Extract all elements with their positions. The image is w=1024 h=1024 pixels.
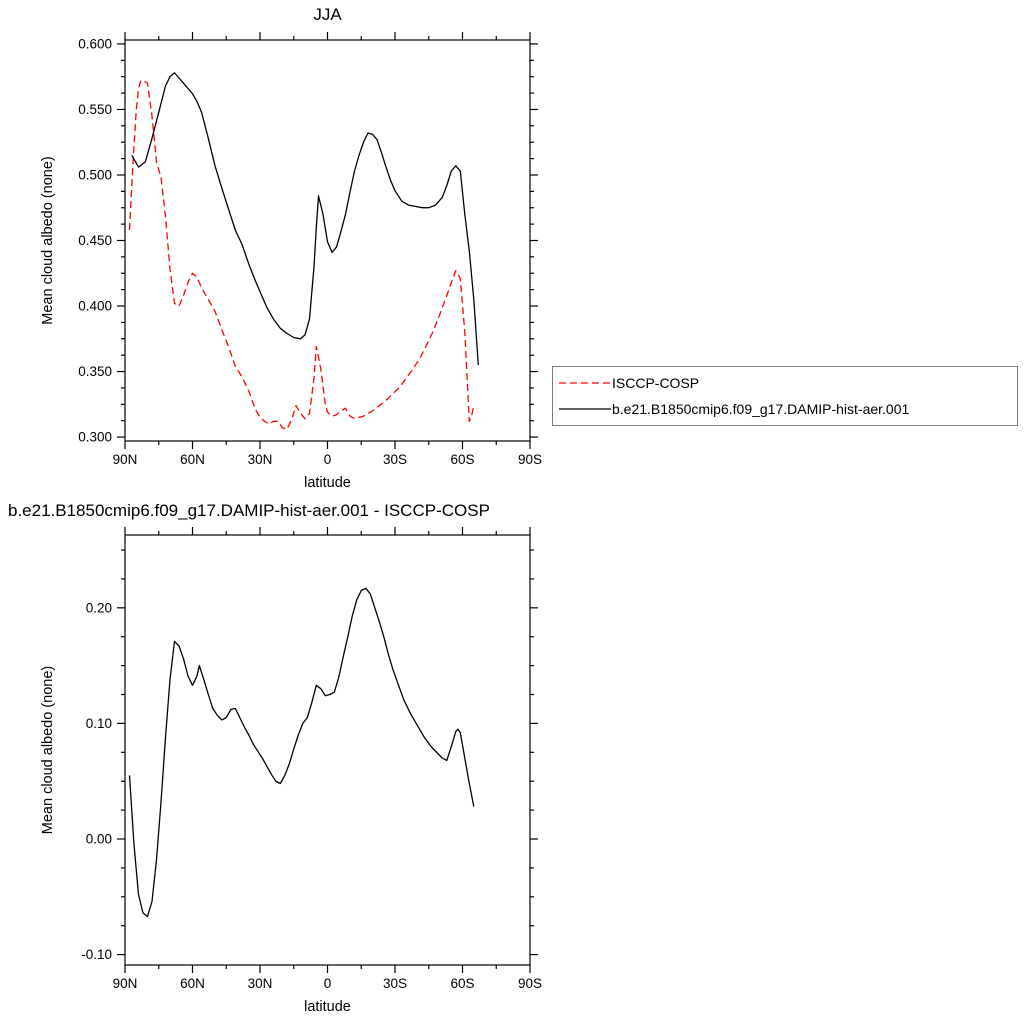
svg-text:0: 0 xyxy=(324,976,332,991)
svg-text:0.550: 0.550 xyxy=(78,102,112,117)
legend-row-isccp: ISCCP-COSP xyxy=(558,371,1012,395)
series-line-isccp-cosp xyxy=(128,79,475,430)
legend-line-sample-isccp-icon xyxy=(559,382,611,384)
svg-text:0.10: 0.10 xyxy=(86,716,112,731)
top-chart: 90N 60N 30N 0 30S 60S 90S 0.300 0.350 0.400 0.450 0… xyxy=(40,32,542,491)
top-chart-title: JJA xyxy=(313,5,342,24)
bottom-chart-title: b.e21.B1850cmip6.f09_g17.DAMIP-hist-aer.… xyxy=(8,501,490,520)
svg-text:60N: 60N xyxy=(180,976,205,991)
svg-text:90S: 90S xyxy=(518,452,542,467)
series-line-b-e21-b1850cmip6-f09-g17-damip-hist-aer-001 xyxy=(131,72,479,366)
svg-text:90S: 90S xyxy=(518,976,542,991)
legend-line-sample-model-icon xyxy=(559,408,611,410)
legend-label-isccp: ISCCP-COSP xyxy=(612,375,700,392)
svg-text:30S: 30S xyxy=(383,976,407,991)
svg-text:0.350: 0.350 xyxy=(78,364,112,379)
svg-text:30N: 30N xyxy=(248,976,273,991)
svg-text:30N: 30N xyxy=(248,452,273,467)
svg-text:0.450: 0.450 xyxy=(78,233,112,248)
svg-text:0.20: 0.20 xyxy=(86,600,112,615)
svg-text:Mean cloud albedo (none): Mean cloud albedo (none) xyxy=(40,666,56,834)
svg-text:-0.10: -0.10 xyxy=(81,947,112,962)
svg-text:latitude: latitude xyxy=(304,475,351,491)
svg-text:0: 0 xyxy=(324,452,332,467)
svg-text:0.400: 0.400 xyxy=(78,299,112,314)
legend-label-model: b.e21.B1850cmip6.f09_g17.DAMIP-hist-aer.… xyxy=(612,400,910,417)
svg-text:60S: 60S xyxy=(450,452,474,467)
svg-text:90N: 90N xyxy=(113,452,138,467)
svg-text:Mean cloud albedo (none): Mean cloud albedo (none) xyxy=(40,156,56,324)
svg-text:90N: 90N xyxy=(113,976,138,991)
svg-text:60N: 60N xyxy=(180,452,205,467)
svg-text:30S: 30S xyxy=(383,452,407,467)
legend-row-model: b.e21.B1850cmip6.f09_g17.DAMIP-hist-aer.… xyxy=(558,397,1012,421)
bottom-chart: 90N 60N 30N 0 30S 60S 90S -0.10 0.00 0.10 0.20 lati… xyxy=(40,527,542,1015)
svg-text:60S: 60S xyxy=(450,976,474,991)
series-line-difference xyxy=(128,587,475,918)
svg-text:0.500: 0.500 xyxy=(78,167,112,182)
svg-text:0.300: 0.300 xyxy=(78,430,112,445)
svg-text:0.600: 0.600 xyxy=(78,36,112,51)
svg-text:latitude: latitude xyxy=(304,999,351,1015)
legend: ISCCP-COSP b.e21.B1850cmip6.f09_g17.DAMI… xyxy=(552,366,1018,426)
svg-text:0.00: 0.00 xyxy=(86,832,112,847)
